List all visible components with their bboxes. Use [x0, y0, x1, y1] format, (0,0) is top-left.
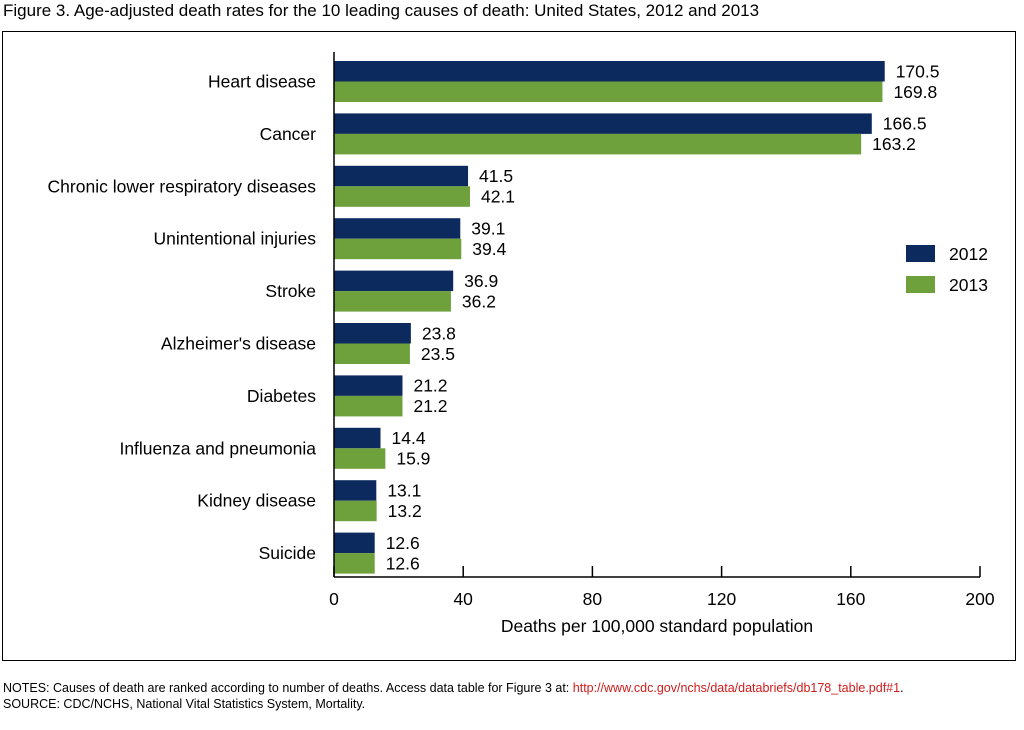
- x-tick-label: 160: [836, 589, 865, 609]
- data-label: 39.4: [472, 239, 506, 259]
- category-label: Stroke: [265, 281, 316, 301]
- bar-2013: [334, 238, 462, 260]
- bar-2013: [334, 500, 377, 522]
- bar-2012: [334, 375, 403, 396]
- category-label: Alzheimer's disease: [161, 334, 316, 354]
- data-label: 13.1: [387, 480, 421, 500]
- notes-text: NOTES: Causes of death are ranked accord…: [3, 681, 573, 695]
- data-label: 169.8: [893, 82, 937, 102]
- category-label: Diabetes: [247, 386, 316, 406]
- bar-2013: [334, 186, 470, 207]
- data-table-link[interactable]: http://www.cdc.gov/nchs/data/databriefs/…: [572, 681, 901, 695]
- data-label: 42.1: [481, 187, 515, 207]
- data-label: 166.5: [883, 114, 927, 134]
- data-label: 21.2: [413, 376, 447, 396]
- bar-2012: [334, 218, 461, 239]
- chart-title: Figure 3. Age-adjusted death rates for t…: [3, 1, 760, 20]
- data-label: 12.6: [386, 533, 420, 553]
- bar-2012: [334, 427, 381, 449]
- bar-2013: [334, 343, 410, 364]
- legend: 2012 2013: [906, 244, 988, 295]
- bar-2013: [334, 81, 883, 102]
- bar-2013: [334, 448, 386, 469]
- data-label: 23.5: [421, 344, 455, 364]
- data-label: 21.2: [413, 396, 447, 416]
- x-tick-label: 80: [583, 589, 603, 609]
- category-label: Suicide: [259, 543, 316, 563]
- bar-2013: [334, 395, 403, 417]
- chart-frame: Heart disease 170.5 169.8 Cancer 166.5 163.2 C…: [2, 31, 1016, 661]
- legend-swatch-2012: [906, 245, 935, 262]
- data-label: 36.9: [464, 271, 498, 291]
- bar-2012: [334, 323, 411, 344]
- data-label: 15.9: [396, 449, 430, 469]
- bars-layer: [334, 61, 885, 574]
- x-tick-label: 200: [965, 589, 994, 609]
- x-axis-title: Deaths per 100,000 standard population: [501, 616, 813, 636]
- data-label: 163.2: [872, 134, 916, 154]
- bar-2013: [334, 291, 451, 312]
- x-tick-label: 0: [329, 589, 339, 609]
- x-tick-label: 120: [707, 589, 736, 609]
- legend-swatch-2013: [906, 276, 935, 293]
- x-tick-label: 40: [453, 589, 473, 609]
- category-label: Unintentional injuries: [154, 229, 317, 249]
- bar-2013: [334, 553, 375, 574]
- notes-line: NOTES: Causes of death are ranked accord…: [3, 681, 904, 695]
- notes-suffix: .: [900, 681, 904, 695]
- bar-2012: [334, 532, 375, 554]
- data-label: 170.5: [896, 61, 940, 81]
- data-label: 12.6: [386, 553, 420, 573]
- data-label: 41.5: [479, 166, 513, 186]
- bar-2012: [334, 165, 469, 187]
- category-label: Chronic lower respiratory diseases: [48, 176, 317, 196]
- bar-2013: [334, 133, 862, 155]
- legend-label: 2013: [949, 275, 988, 295]
- category-label: Heart disease: [208, 72, 316, 92]
- category-label: Kidney disease: [197, 491, 316, 511]
- bar-2012: [334, 270, 454, 292]
- data-label: 14.4: [392, 428, 426, 448]
- bar-2012: [334, 113, 872, 134]
- data-label: 36.2: [462, 291, 496, 311]
- category-label: Influenza and pneumonia: [119, 438, 316, 458]
- bar-2012: [334, 61, 885, 82]
- bar-2012: [334, 480, 377, 501]
- legend-label: 2012: [949, 244, 988, 264]
- data-label: 23.8: [422, 323, 456, 343]
- data-label: 13.2: [388, 501, 422, 521]
- data-label: 39.1: [471, 218, 505, 238]
- category-label: Cancer: [260, 124, 317, 144]
- source-line: SOURCE: CDC/NCHS, National Vital Statist…: [3, 697, 366, 711]
- x-axis: 0 40 80 120 160 200 Deaths per 100,000 standar…: [329, 52, 995, 636]
